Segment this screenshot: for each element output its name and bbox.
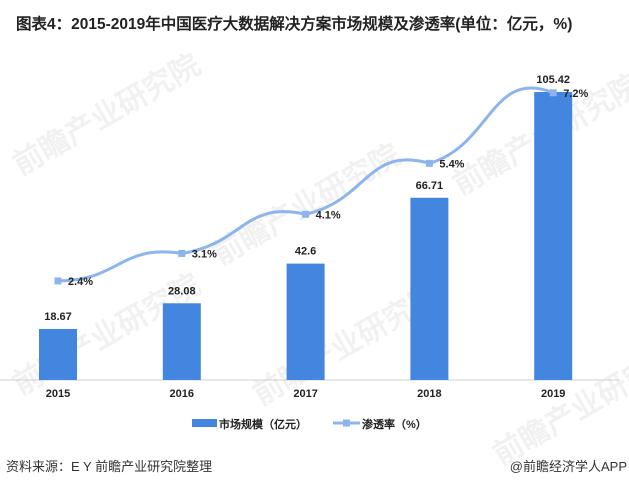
bar-label: 105.42 — [536, 74, 570, 86]
bar-label: 18.67 — [44, 311, 72, 323]
x-tick-label: 2015 — [46, 388, 70, 400]
line-marker — [549, 89, 557, 97]
line-marker — [302, 210, 310, 218]
source-note: 资料来源：E Y 前瞻产业研究院整理 — [6, 459, 213, 474]
legend-label: 市场规模（亿元） — [219, 417, 307, 431]
chart-title: 图表4：2015-2019年中国医疗大数据解决方案市场规模及渗透率(单位：亿元，… — [16, 16, 573, 33]
legend-label: 渗透率（%） — [362, 417, 427, 431]
legend-bar-swatch — [192, 419, 217, 427]
bar — [162, 303, 201, 380]
bar-label: 42.6 — [295, 246, 316, 258]
bar-label: 66.71 — [416, 180, 444, 192]
bar — [410, 197, 449, 380]
x-tick-label: 2018 — [417, 388, 441, 400]
credit: @前瞻经济学人APP — [509, 459, 627, 474]
x-tick-label: 2019 — [541, 388, 565, 400]
line-label: 5.4% — [439, 158, 464, 170]
line-label: 4.1% — [316, 209, 341, 221]
x-tick-label: 2016 — [170, 388, 194, 400]
legend-line-marker — [343, 419, 350, 427]
line-marker — [54, 277, 62, 285]
line-marker — [425, 159, 433, 167]
bar-label: 28.08 — [168, 285, 196, 297]
line-label: 7.2% — [563, 88, 588, 100]
x-tick-label: 2017 — [293, 388, 317, 400]
bar — [534, 92, 573, 380]
line-label: 2.4% — [68, 276, 93, 288]
line-marker — [178, 249, 186, 257]
line-label: 3.1% — [192, 248, 217, 260]
bar — [286, 263, 325, 380]
bar — [39, 328, 77, 380]
